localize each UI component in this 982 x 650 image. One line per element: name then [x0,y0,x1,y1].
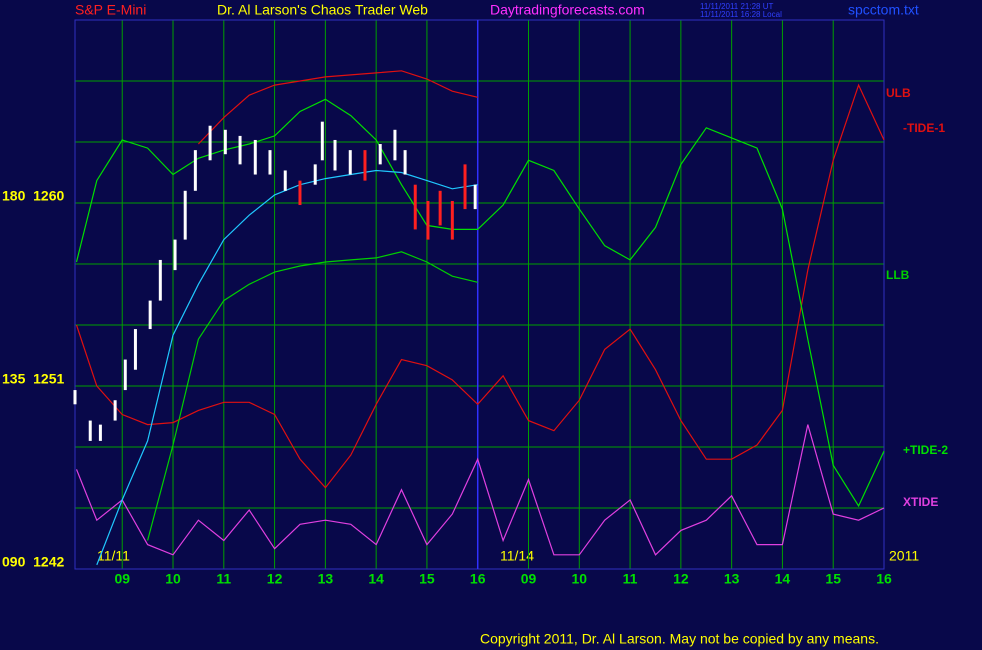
x-tick-label: 16 [470,571,486,587]
series-line [147,251,478,541]
legend-label: ULB [886,86,911,100]
y-tick-label: 090 1242 [2,554,64,570]
annotation: spcctom.txt [848,2,919,18]
legend-label: +TIDE-2 [903,443,948,457]
series-line [96,169,478,566]
x-tick-label: 14 [368,571,384,587]
legend-label: -TIDE-1 [903,121,945,135]
x-tick-label: 11 [216,571,231,587]
annotation: 2011 [889,548,919,564]
annotation: Daytradingforecasts.com [490,2,645,18]
x-tick-label: 13 [724,571,740,587]
x-tick-label: 10 [165,571,181,587]
series-line [75,424,885,556]
series-line [75,98,885,508]
y-tick-label: 135 1251 [2,371,64,387]
annotation: 11/14 [500,548,534,564]
x-tick-label: 12 [673,571,689,587]
x-tick-label: 09 [521,571,537,587]
series-line [197,70,478,145]
x-tick-label: 14 [775,571,791,587]
legend-label: LLB [886,268,910,282]
chart-title: S&P E-Mini [75,2,146,18]
x-tick-label: 12 [267,571,283,587]
x-tick-label: 09 [114,571,130,587]
legend-label: XTIDE [903,495,938,509]
chart-subtitle: Dr. Al Larson's Chaos Trader Web [217,2,428,18]
x-tick-label: 15 [825,571,841,587]
x-tick-label: 10 [572,571,588,587]
annotation: Copyright 2011, Dr. Al Larson. May not b… [480,631,879,647]
x-tick-label: 13 [318,571,334,587]
x-tick-label: 11 [623,571,638,587]
annotation: 11/11/2011 16:28 Local [700,10,782,19]
annotation: 11/11/2011 21:28 UT [700,2,774,11]
plot-frame [74,19,885,570]
series-line [75,83,885,489]
x-tick-label: 15 [419,571,435,587]
x-tick-label: 16 [876,571,892,587]
y-tick-label: 180 1260 [2,188,64,204]
